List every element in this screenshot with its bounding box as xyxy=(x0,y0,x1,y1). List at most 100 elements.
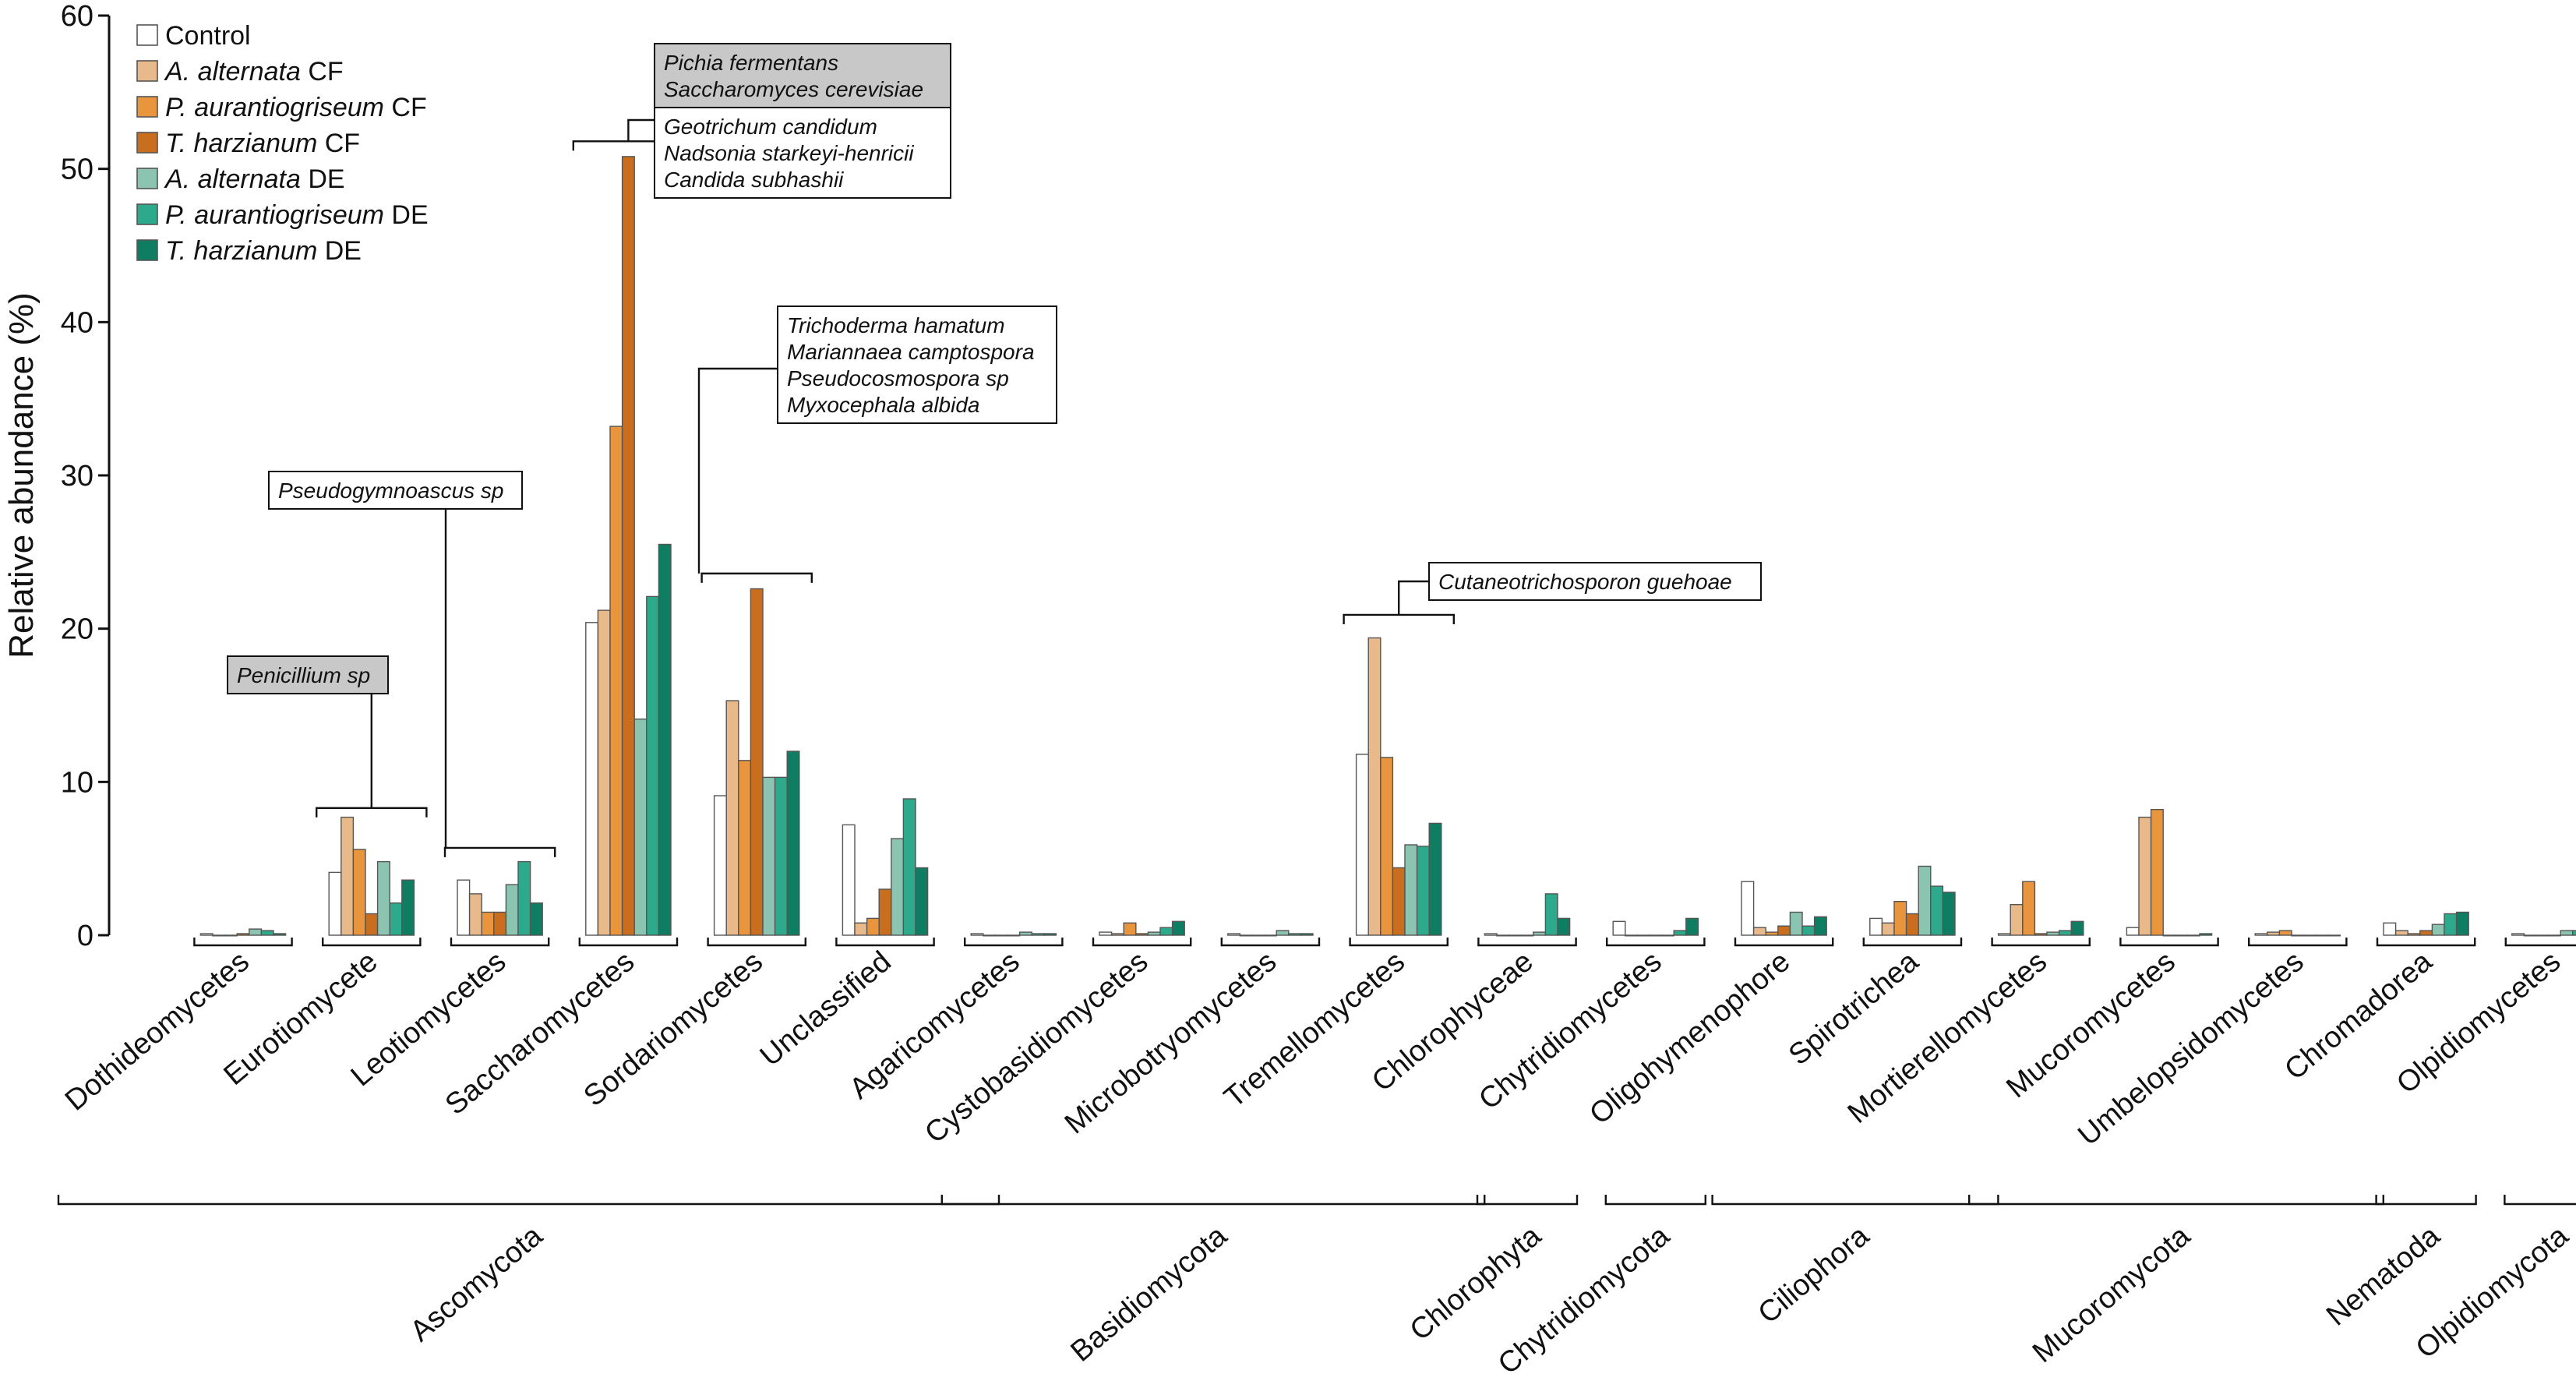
legend-item-t-harzianum-cf: T. harzianum CF xyxy=(136,129,360,158)
bar-p-aurantiogriseum-cf-chromadorea xyxy=(2407,933,2421,936)
category-bracket-cystobasidiomycetes xyxy=(1092,938,1192,947)
legend-label: P. aurantiogriseum DE xyxy=(165,200,429,230)
bar-a-alternata-cf-eurotiomycete xyxy=(341,816,355,936)
annotation-text: Saccharomyces cerevisiae xyxy=(664,77,923,101)
annotation-connector xyxy=(627,118,655,142)
bar-p-aurantiogriseum-de-umbelopsidomycetes xyxy=(2315,934,2329,937)
bar-control-chlorophyceae xyxy=(1484,933,1498,936)
category-label-microbotryomycetes: Microbotryomycetes xyxy=(1059,945,1283,1141)
bar-a-alternata-de-tremellomycetes xyxy=(1404,844,1418,936)
bar-t-harzianum-cf-umbelopsidomycetes xyxy=(2291,934,2305,937)
bar-a-alternata-de-dothideomycetes xyxy=(249,928,263,936)
legend-item-a-alternata-cf: A. alternata CF xyxy=(136,57,344,87)
axes: 0 10 20 30 40 50 60 Relative abundance (%) xyxy=(2,0,111,952)
bar-t-harzianum-de-oligohymenophore xyxy=(1813,916,1827,936)
legend-label-name: Control xyxy=(165,21,251,51)
bar-control-oligohymenophore xyxy=(1741,881,1755,936)
bar-a-alternata-de-oligohymenophore xyxy=(1789,911,1803,936)
annotation-text: Myxocephala albida xyxy=(787,393,980,417)
bar-t-harzianum-de-chromadorea xyxy=(2455,911,2469,936)
annotation-box xyxy=(1428,562,1762,601)
annotation-text: Penicillium sp xyxy=(237,663,370,687)
phylum-label-mucoromycota: Mucoromycota xyxy=(2027,1219,2197,1369)
bar-control-mucoromycetes xyxy=(2126,927,2140,936)
category-bracket-sordariomycetes xyxy=(707,938,806,947)
bar-t-harzianum-de-spirotrichea xyxy=(1942,892,1956,936)
bar-a-alternata-cf-dothideomycetes xyxy=(212,934,226,937)
category-label-dothideomycetes: Dothideomycetes xyxy=(59,945,256,1118)
bar-t-harzianum-cf-chytridiomycetes xyxy=(1649,934,1663,937)
bar-t-harzianum-cf-dothideomycetes xyxy=(236,933,250,936)
bar-a-alternata-cf-olpidiomycetes xyxy=(2523,934,2537,937)
annotation-penicillium-sp: Penicillium sp xyxy=(227,655,428,818)
legend-label-suffix: CF xyxy=(301,57,344,87)
bar-a-alternata-de-leotiomycetes xyxy=(505,884,519,936)
bar-t-harzianum-cf-unclassified xyxy=(878,888,892,936)
legend-item-control: Control xyxy=(136,21,251,51)
y-tick-label: 40 xyxy=(61,306,94,339)
bar-t-harzianum-cf-cystobasidiomycetes xyxy=(1135,933,1149,936)
category-bracket-eurotiomycete xyxy=(322,938,422,947)
bar-p-aurantiogriseum-de-tremellomycetes xyxy=(1416,846,1430,936)
legend: Control A. alternata CF P. aurantiogriseum… xyxy=(136,21,429,266)
bar-t-harzianum-de-agaricomycetes xyxy=(1043,933,1057,936)
bar-p-aurantiogriseum-cf-eurotiomycete xyxy=(352,849,366,936)
bar-a-alternata-de-sordariomycetes xyxy=(762,776,776,936)
y-tick-label: 30 xyxy=(61,460,94,493)
bar-p-aurantiogriseum-cf-dothideomycetes xyxy=(224,934,238,937)
y-tick-label: 50 xyxy=(61,154,94,186)
bar-p-aurantiogriseum-de-saccharomycetes xyxy=(646,595,660,936)
bar-t-harzianum-cf-leotiomycetes xyxy=(493,911,507,936)
bar-a-alternata-de-olpidiomycetes xyxy=(2560,930,2574,936)
bar-p-aurantiogriseum-de-agaricomycetes xyxy=(1031,933,1045,936)
bar-a-alternata-cf-umbelopsidomycetes xyxy=(2267,931,2281,936)
category-bracket-microbotryomycetes xyxy=(1220,938,1321,947)
bar-p-aurantiogriseum-cf-unclassified xyxy=(866,917,880,936)
bar-p-aurantiogriseum-cf-olpidiomycetes xyxy=(2535,934,2550,937)
bar-t-harzianum-cf-mucoromycetes xyxy=(2162,934,2176,937)
legend-label-species: T. harzianum xyxy=(165,129,317,158)
bar-p-aurantiogriseum-cf-spirotrichea xyxy=(1893,900,1907,936)
category-bracket-chlorophyceae xyxy=(1477,938,1577,947)
legend-swatch xyxy=(136,96,158,118)
legend-label: A. alternata DE xyxy=(164,164,345,194)
bar-p-aurantiogriseum-de-sordariomycetes xyxy=(774,776,788,936)
category-labels: DothideomycetesEurotiomyceteLeotiomycete… xyxy=(59,945,2567,1152)
annotation-trichoderma-hamatum: Trichoderma hamatum Mariannaea camptospor… xyxy=(697,306,1057,583)
bar-p-aurantiogriseum-cf-saccharomycetes xyxy=(609,426,623,936)
legend-item-p-aurantiogriseum-cf: P. aurantiogriseum CF xyxy=(136,93,427,122)
y-tick-label: 0 xyxy=(77,920,94,952)
annotation-box xyxy=(654,43,951,108)
category-bracket-leotiomycetes xyxy=(450,938,550,947)
bar-a-alternata-de-microbotryomycetes xyxy=(1276,930,1290,936)
category-bracket-mucoromycetes xyxy=(2119,938,2219,947)
annotation-text: Mariannaea camptospora xyxy=(787,340,1035,364)
bars xyxy=(199,156,2576,937)
bar-control-tremellomycetes xyxy=(1355,754,1369,936)
annotation-text: Pichia fermentans xyxy=(664,51,838,75)
annotation-text: Candida subhashii xyxy=(664,168,844,192)
bar-t-harzianum-cf-mortierellomycetes xyxy=(2034,933,2048,936)
phylum-bracket-nematoda xyxy=(2375,1195,2477,1206)
annotation-bracket xyxy=(700,572,813,583)
annotation-text: Cutaneotrichosporon guehoae xyxy=(1438,570,1732,594)
bar-p-aurantiogriseum-cf-cystobasidiomycetes xyxy=(1123,922,1137,936)
bar-t-harzianum-de-chytridiomycetes xyxy=(1685,917,1699,936)
annotation-box-lower xyxy=(654,107,951,199)
bar-a-alternata-cf-mucoromycetes xyxy=(2138,816,2152,936)
category-bracket-saccharomycetes xyxy=(578,938,679,947)
bar-t-harzianum-cf-oligohymenophore xyxy=(1777,925,1791,936)
bar-t-harzianum-cf-tremellomycetes xyxy=(1392,867,1406,936)
annotation-pseudogymnoascus-sp: Pseudogymnoascus sp xyxy=(268,471,556,857)
bar-p-aurantiogriseum-de-cystobasidiomycetes xyxy=(1159,927,1173,936)
phylum-bracket-ciliophora xyxy=(1711,1195,1999,1206)
bar-t-harzianum-de-sordariomycetes xyxy=(786,751,800,936)
bar-p-aurantiogriseum-de-mortierellomycetes xyxy=(2058,930,2072,936)
legend-swatch xyxy=(136,132,158,154)
phylum-bracket-ascomycota xyxy=(57,1195,1000,1206)
bar-t-harzianum-cf-olpidiomycetes xyxy=(2547,934,2561,937)
bar-a-alternata-cf-oligohymenophore xyxy=(1752,927,1766,936)
annotation-box xyxy=(227,655,389,694)
